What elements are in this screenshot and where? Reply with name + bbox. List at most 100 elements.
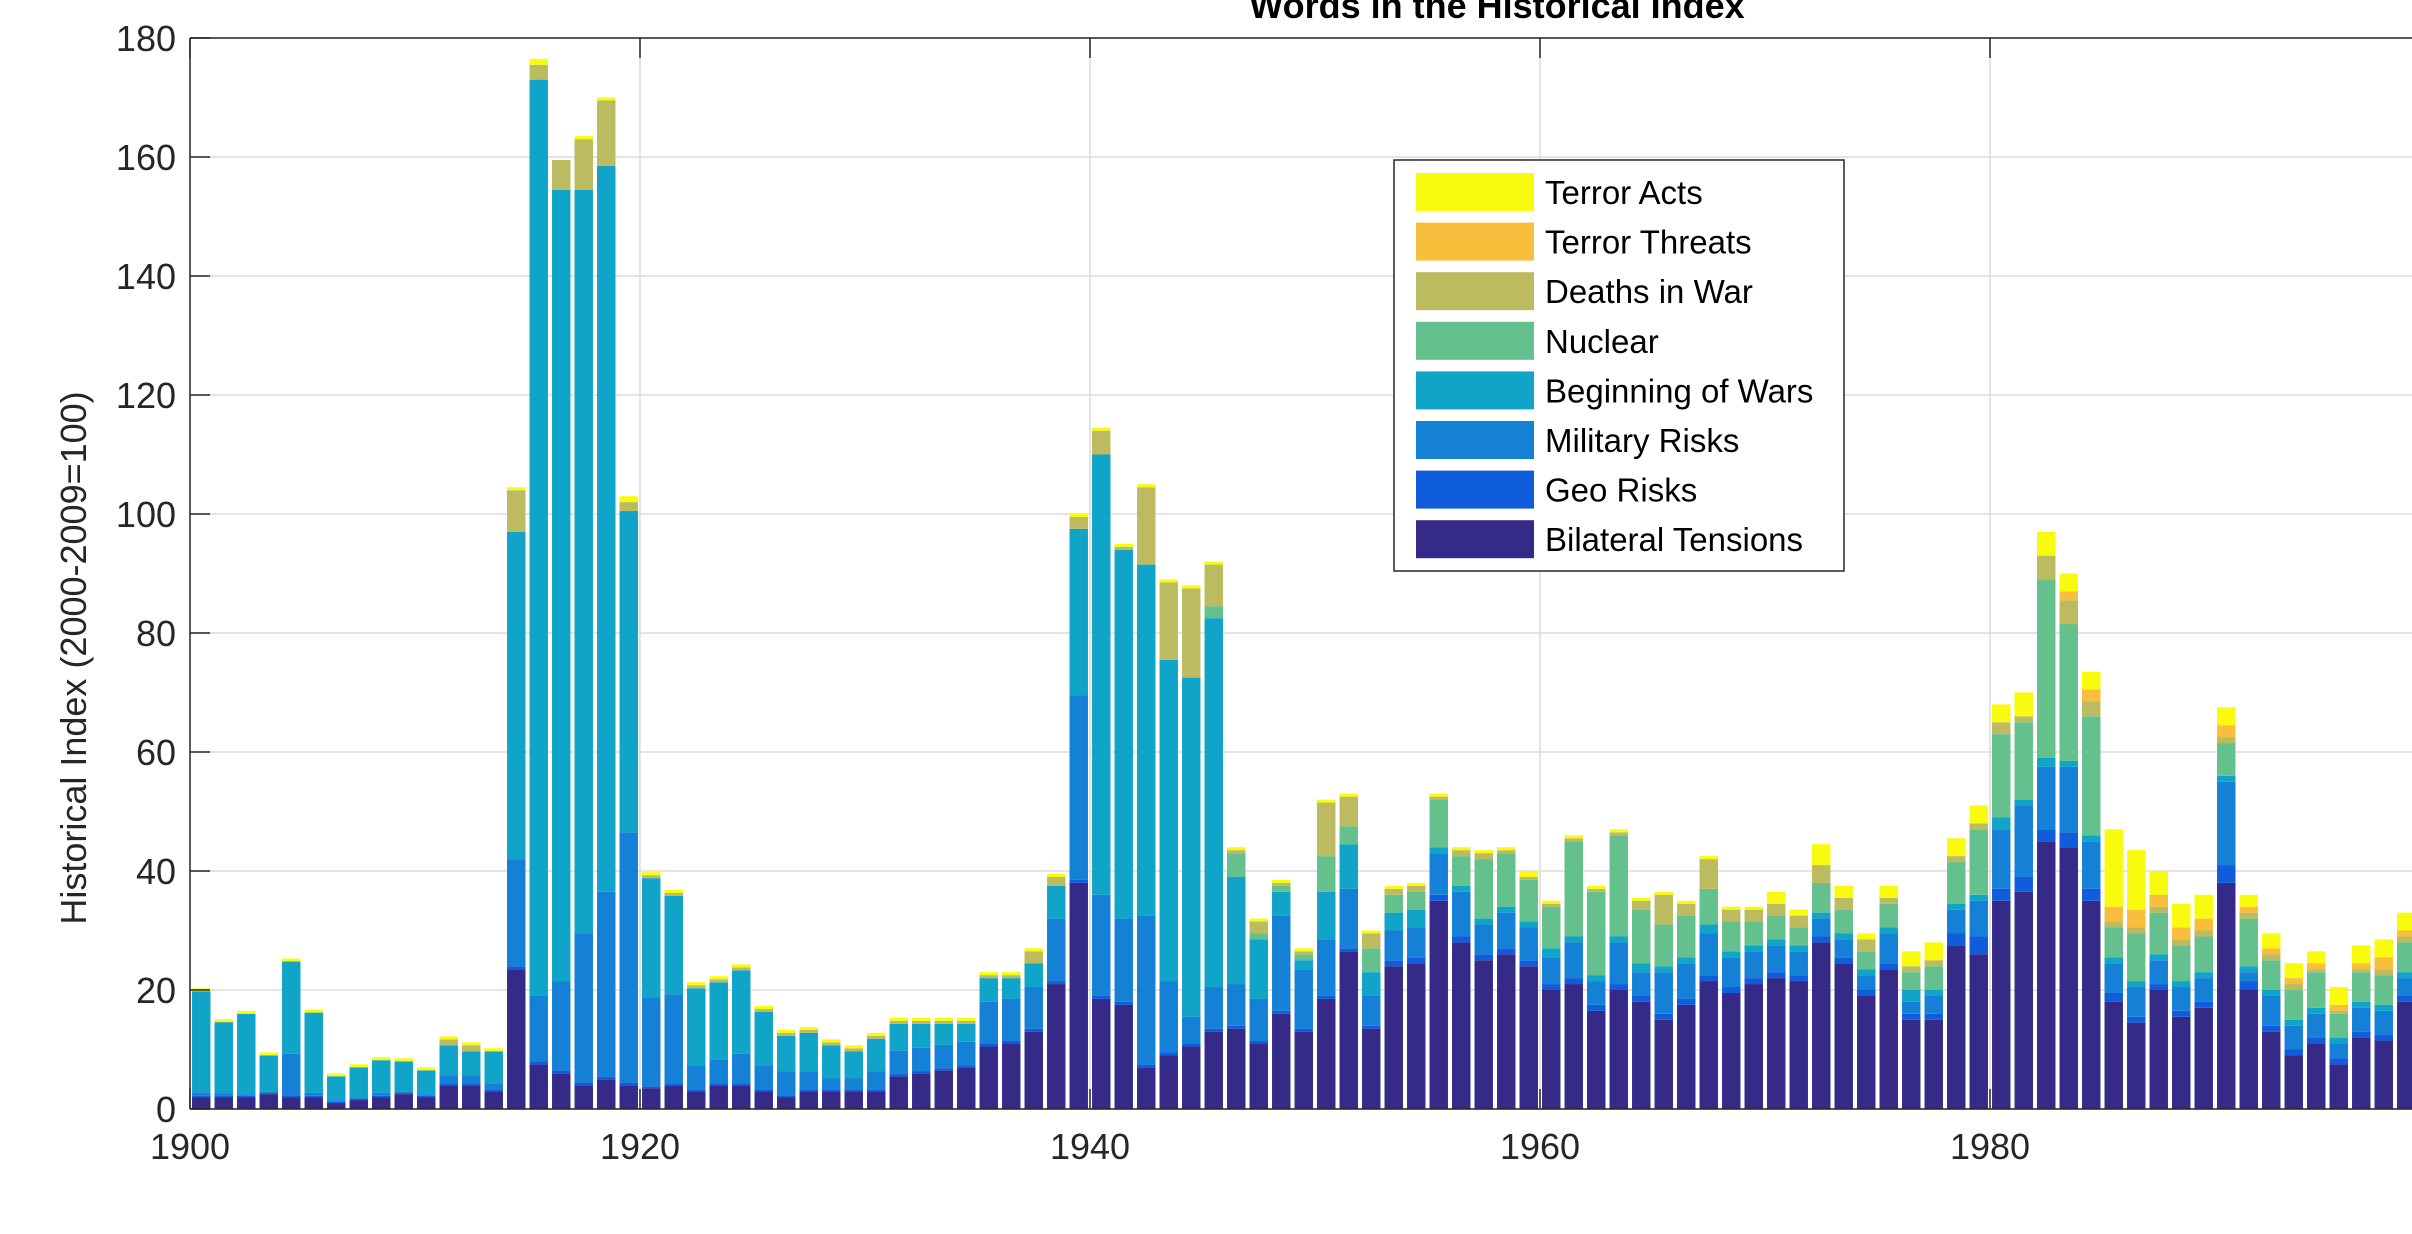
bar-segment: 1907 Geo Risks: 0.2 [349, 1098, 368, 1101]
bar-segment: 1996 Deaths in War: 0.5 [2352, 969, 2371, 973]
bar-segment: 1984 Terror Acts: 3 [2082, 671, 2101, 690]
bar-segment: 1937 Beginning of Wars: 4 [1024, 963, 1043, 988]
bar-segment: 1990 Geo Risks: 3 [2217, 865, 2236, 883]
bar-segment: 1936 Bilateral Tensions: 11 [1002, 1043, 1021, 1109]
bar-segment: 1937 Deaths in War: 2 [1024, 951, 1043, 964]
bar-segment: 1950 Terror Acts: 0.5 [1317, 799, 1336, 803]
bar-segment: 1959 Deaths in War: 0.5 [1519, 876, 1538, 880]
bar-segment: 1940 Beginning of Wars: 74 [1092, 454, 1111, 895]
bar-segment: 1993 Nuclear: 5 [2284, 990, 2303, 1020]
bar-segment: 1980 Bilateral Tensions: 35 [1992, 900, 2011, 1109]
bar-segment: 1982 Nuclear: 30 [2037, 579, 2056, 758]
bar-segment: 1919 Military Risks: 42 [619, 832, 638, 1083]
bar-segment: 1972 Nuclear: 5 [1812, 882, 1831, 913]
bar-segment: 1985 Bilateral Tensions: 18 [2104, 1001, 2123, 1109]
bar-segment: 1934 Terror Acts: 0.5 [957, 1017, 976, 1021]
bar-segment: 1903 Geo Risks: 0.2 [259, 1092, 278, 1095]
legend-swatch [1416, 520, 1534, 559]
bar-segment: 1980 Deaths in War: 2 [1992, 722, 2011, 735]
bar-segment: 1944 Military Risks: 4.5 [1182, 1016, 1201, 1044]
bar-segment: 1985 Geo Risks: 1.5 [2104, 992, 2123, 1002]
bar-segment: 1990 Terror Acts: 3 [2217, 707, 2236, 726]
bar-segment: 1949 Bilateral Tensions: 13 [1294, 1031, 1313, 1109]
bar-segment: 1994 Nuclear: 6 [2307, 972, 2326, 1008]
bar-segment: 1932 Bilateral Tensions: 6 [912, 1073, 931, 1109]
bar-segment: 1922 Geo Risks: 0.3 [687, 1089, 706, 1092]
bar-segment: 1906 Bilateral Tensions: 1 [327, 1103, 346, 1109]
bar-segment: 1914 Beginning of Wars: 55 [507, 531, 526, 860]
bar-segment: 1994 Terror Acts: 2 [2307, 951, 2326, 964]
bar-segment: 1936 Terror Acts: 0.5 [1002, 972, 1021, 976]
bar-segment: 1961 Deaths in War: 0.5 [1564, 838, 1583, 842]
bar-segment: 1975 Bilateral Tensions: 23.5 [1879, 969, 1898, 1109]
bar-segment: 1983 Terror Threats: 1.5 [2059, 591, 2078, 601]
bar-segment: 1946 Terror Acts: 0.5 [1227, 847, 1246, 851]
bar-segment: 1935 Bilateral Tensions: 10.5 [979, 1046, 998, 1109]
bar-segment: 1948 Geo Risks: 0.5 [1272, 1010, 1291, 1014]
bar-segment: 1938 Military Risks: 10.5 [1047, 918, 1066, 982]
bar-segment: 1953 Deaths in War: 1 [1384, 888, 1403, 895]
bar-segment: 1972 Geo Risks: 1 [1812, 936, 1831, 943]
y-tick-label: 60 [136, 732, 176, 773]
bar-segment: 1954 Beginning of Wars: 3 [1407, 909, 1426, 928]
bar-segment: 1909 Beginning of Wars: 5 [394, 1061, 413, 1092]
bar-segment: 1918 Geo Risks: 0.5 [597, 1076, 616, 1080]
bar-segment: 1974 Nuclear: 3 [1857, 951, 1876, 970]
bar-segment: 1952 Military Risks: 5 [1362, 995, 1381, 1026]
bar-segment: 1993 Deaths in War: 1 [2284, 984, 2303, 990]
bar-segment: 1955 Bilateral Tensions: 35 [1429, 900, 1448, 1109]
bar-segment: 1968 Bilateral Tensions: 19.5 [1722, 992, 1741, 1109]
y-tick-label: 160 [116, 137, 176, 178]
bar-segment: 1997 Bilateral Tensions: 11.5 [2374, 1040, 2393, 1109]
bar-segment: 1974 Geo Risks: 1 [1857, 990, 1876, 996]
bar-segment: 1900 Beginning of Wars: 17 [192, 991, 211, 1093]
bar-segment: 1946 Beginning of Wars: 18 [1227, 876, 1246, 985]
legend-label: Bilateral Tensions [1545, 521, 1803, 558]
bar-segment: 1970 Deaths in War: 2 [1767, 903, 1786, 916]
bar-segment: 1903 Beginning of Wars: 6 [259, 1055, 278, 1092]
bar-segment: 1986 Geo Risks: 1 [2127, 1016, 2146, 1023]
bar-segment: 1930 Military Risks: 3 [867, 1071, 886, 1090]
bar-segment: 1966 Terror Acts: 0.5 [1677, 900, 1696, 904]
bar-segment: 1936 Military Risks: 7 [1002, 998, 1021, 1041]
bar-segment: 1998 Beginning of Wars: 1 [2397, 972, 2412, 979]
bar-segment: 1904 Geo Risks: 0.3 [282, 1095, 301, 1098]
bar-segment: 1947 Nuclear: 1 [1249, 933, 1268, 940]
bar-segment: 1917 Deaths in War: 8.5 [574, 139, 593, 190]
bar-segment: 1975 Deaths in War: 1 [1879, 897, 1898, 904]
bar-segment: 1985 Deaths in War: 1 [2104, 921, 2123, 928]
y-tick-label: 120 [116, 375, 176, 416]
bar-segment: 1963 Beginning of Wars: 1 [1609, 936, 1628, 943]
bar-segment: 1916 Deaths in War: 5 [552, 159, 571, 190]
bar-segment: 1949 Geo Risks: 0.5 [1294, 1028, 1313, 1032]
bar-segment: 1987 Beginning of Wars: 1 [2149, 954, 2168, 961]
bar-segment: 1995 Terror Threats: 1 [2329, 1004, 2348, 1011]
bar-segment: 1970 Bilateral Tensions: 22 [1767, 978, 1786, 1109]
bar-segment: 1984 Military Risks: 8 [2082, 841, 2101, 889]
bar-segment: 1924 Terror Acts: 0.5 [732, 964, 751, 968]
bar-segment: 1965 Nuclear: 7 [1654, 924, 1673, 967]
bar-segment: 1950 Deaths in War: 9 [1317, 802, 1336, 857]
bar-segment: 1981 Bilateral Tensions: 36.5 [2014, 891, 2033, 1109]
bar-segment: 1909 Geo Risks: 0.2 [394, 1092, 413, 1095]
bar-segment: 1956 Terror Acts: 0.5 [1452, 847, 1471, 851]
bar-segment: 1941 Geo Risks: 0.5 [1114, 1001, 1133, 1005]
bar-segment: 1963 Geo Risks: 1 [1609, 984, 1628, 990]
bar-segment: 1911 Deaths in War: 1 [439, 1039, 458, 1046]
bar-segment: 1976 Nuclear: 3 [1902, 972, 1921, 990]
x-tick-label: 1940 [1050, 1126, 1130, 1167]
bar-segment: 1920 Deaths in War: 0.5 [642, 875, 661, 879]
bar-segment: 1981 Deaths in War: 1 [2014, 716, 2033, 723]
bar-segment: 1935 Deaths in War: 0.5 [979, 975, 998, 979]
bar-segment: 1975 Terror Acts: 2 [1879, 885, 1898, 898]
bar-segment: 1936 Geo Risks: 0.5 [1002, 1040, 1021, 1044]
bar-segment: 1932 Terror Acts: 0.5 [912, 1017, 931, 1021]
bar-segment: 1977 Geo Risks: 1 [1924, 1013, 1943, 1020]
bar-segment: 1997 Deaths in War: 1 [2374, 969, 2393, 976]
bar-segment: 1910 Military Risks: 0.3 [417, 1094, 436, 1096]
bar-segment: 1955 Nuclear: 8 [1429, 799, 1448, 848]
bar-segment: 1975 Military Risks: 5 [1879, 933, 1898, 964]
bar-segment: 1972 Terror Acts: 3.5 [1812, 844, 1831, 866]
bar-segment: 1964 Bilateral Tensions: 18 [1632, 1001, 1651, 1109]
